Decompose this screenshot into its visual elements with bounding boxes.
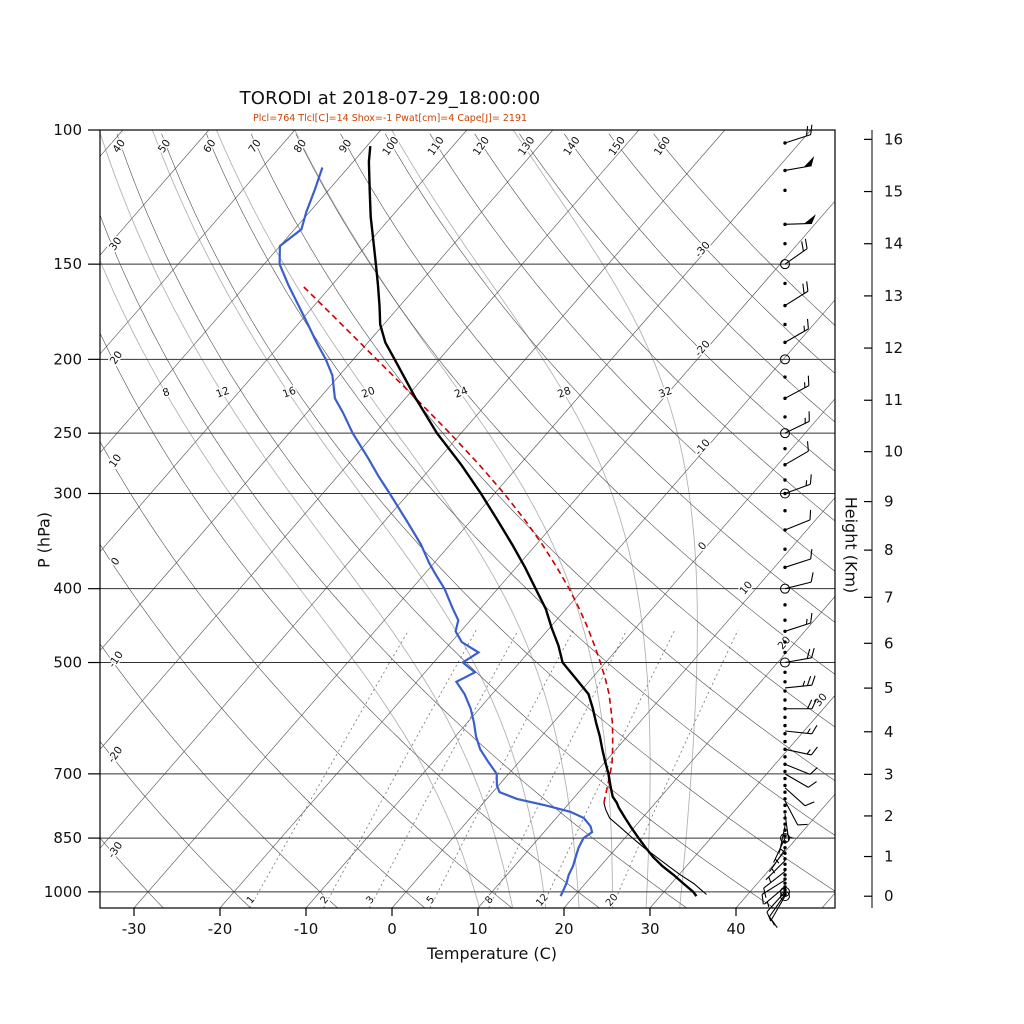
svg-text:60: 60 bbox=[201, 137, 219, 155]
svg-text:40: 40 bbox=[726, 920, 745, 938]
chart-indices-subtitle: Plcl=764 Tlcl[C]=14 Shox=-1 Pwat[cm]=4 C… bbox=[252, 113, 528, 124]
moist-adiabats bbox=[100, 130, 698, 908]
parcel-ascent-curve bbox=[301, 284, 614, 803]
svg-text:15: 15 bbox=[884, 183, 903, 201]
svg-text:200: 200 bbox=[53, 350, 82, 368]
svg-text:12: 12 bbox=[214, 385, 231, 401]
svg-text:700: 700 bbox=[53, 765, 82, 783]
svg-text:40: 40 bbox=[111, 137, 129, 155]
surface-parcel-dry-ascent bbox=[603, 802, 707, 895]
svg-text:20: 20 bbox=[604, 892, 621, 909]
svg-text:-30: -30 bbox=[693, 239, 713, 260]
wind-barb-column bbox=[761, 124, 818, 929]
svg-text:7: 7 bbox=[884, 588, 894, 606]
svg-text:300: 300 bbox=[53, 484, 82, 502]
svg-text:4: 4 bbox=[884, 723, 894, 741]
svg-text:10: 10 bbox=[107, 452, 125, 470]
svg-text:28: 28 bbox=[556, 385, 573, 401]
svg-text:30: 30 bbox=[640, 920, 659, 938]
svg-text:-30: -30 bbox=[106, 840, 126, 861]
svg-text:500: 500 bbox=[53, 654, 82, 672]
svg-text:20: 20 bbox=[360, 385, 377, 401]
sounding-profiles bbox=[278, 145, 707, 897]
svg-text:11: 11 bbox=[884, 391, 903, 409]
svg-text:120: 120 bbox=[471, 135, 492, 158]
svg-text:24: 24 bbox=[453, 385, 470, 401]
temperature-axis-label: Temperature (C) bbox=[426, 944, 558, 963]
svg-text:13: 13 bbox=[884, 287, 903, 305]
svg-text:150: 150 bbox=[53, 255, 82, 273]
svg-text:0: 0 bbox=[109, 555, 123, 567]
dry-adiabats bbox=[100, 133, 835, 908]
svg-text:9: 9 bbox=[884, 493, 894, 511]
background-grid bbox=[100, 130, 835, 908]
svg-text:1: 1 bbox=[884, 848, 894, 866]
svg-text:10: 10 bbox=[884, 443, 903, 461]
svg-text:-20: -20 bbox=[106, 744, 126, 765]
svg-text:70: 70 bbox=[246, 137, 264, 155]
svg-text:250: 250 bbox=[53, 424, 82, 442]
svg-text:12: 12 bbox=[884, 339, 903, 357]
svg-text:-10: -10 bbox=[106, 649, 126, 670]
svg-text:6: 6 bbox=[884, 634, 894, 652]
svg-text:-20: -20 bbox=[693, 338, 713, 359]
svg-text:400: 400 bbox=[53, 580, 82, 598]
svg-text:10: 10 bbox=[737, 579, 755, 597]
svg-text:8: 8 bbox=[483, 894, 496, 906]
mixing-ratio-lines bbox=[249, 629, 739, 908]
svg-text:10: 10 bbox=[468, 920, 487, 938]
svg-text:20: 20 bbox=[108, 349, 126, 367]
svg-text:0: 0 bbox=[387, 920, 397, 938]
svg-text:-30: -30 bbox=[122, 920, 147, 938]
temperature-curve bbox=[367, 145, 698, 897]
svg-text:20: 20 bbox=[554, 920, 573, 938]
svg-text:30: 30 bbox=[812, 691, 830, 709]
svg-text:90: 90 bbox=[337, 137, 355, 155]
svg-text:8: 8 bbox=[884, 541, 894, 559]
svg-text:0: 0 bbox=[884, 887, 894, 905]
svg-text:1000: 1000 bbox=[44, 883, 82, 901]
plot-frame bbox=[99, 129, 836, 909]
svg-text:50: 50 bbox=[156, 137, 174, 155]
svg-text:160: 160 bbox=[652, 135, 673, 158]
svg-text:16: 16 bbox=[884, 130, 903, 148]
svg-text:-20: -20 bbox=[208, 920, 233, 938]
svg-text:3: 3 bbox=[364, 894, 377, 906]
isotherms bbox=[100, 130, 835, 908]
svg-text:-10: -10 bbox=[294, 920, 319, 938]
svg-text:8: 8 bbox=[161, 386, 171, 400]
svg-text:110: 110 bbox=[426, 135, 447, 158]
svg-text:16: 16 bbox=[281, 385, 298, 401]
svg-text:100: 100 bbox=[380, 135, 401, 158]
svg-text:32: 32 bbox=[657, 385, 674, 401]
svg-text:30: 30 bbox=[107, 235, 125, 253]
svg-text:850: 850 bbox=[53, 829, 82, 847]
svg-text:0: 0 bbox=[696, 540, 709, 553]
svg-text:3: 3 bbox=[884, 765, 894, 783]
svg-text:5: 5 bbox=[884, 679, 894, 697]
svg-text:14: 14 bbox=[884, 235, 903, 253]
dewpoint-curve bbox=[278, 167, 594, 897]
svg-text:100: 100 bbox=[53, 121, 82, 139]
svg-text:-10: -10 bbox=[693, 437, 713, 458]
svg-text:2: 2 bbox=[884, 807, 894, 825]
svg-text:5: 5 bbox=[425, 894, 438, 906]
chart-title: TORODI at 2018-07-29_18:00:00 bbox=[239, 88, 541, 109]
